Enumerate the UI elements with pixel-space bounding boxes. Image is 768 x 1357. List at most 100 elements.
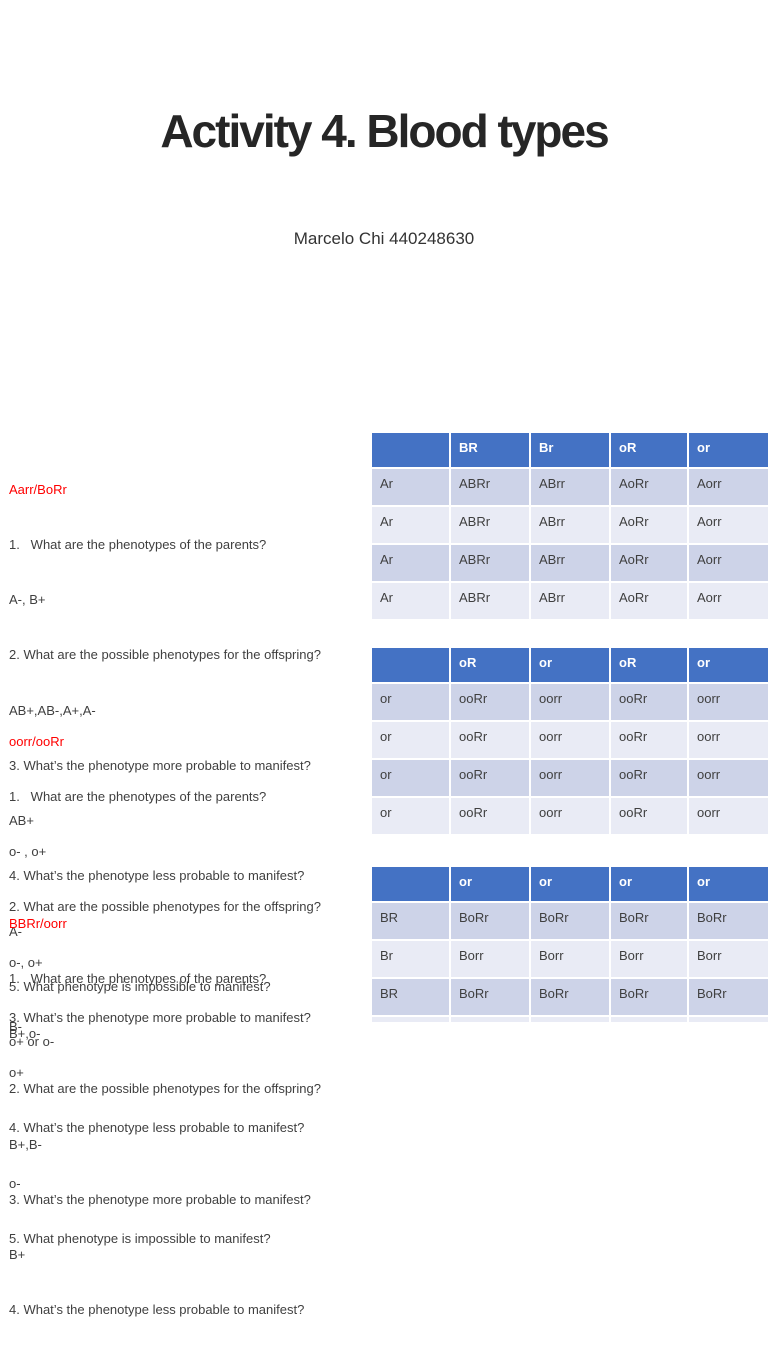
table-cell: ooRr <box>451 760 531 798</box>
table-cell: or <box>372 760 451 798</box>
table-cell: ABrr <box>531 545 611 583</box>
table-cell: BoRr <box>689 979 768 1017</box>
question-line: 4. What’s the phenotype less probable to… <box>9 1302 305 1318</box>
table-header-cell: or <box>689 433 768 469</box>
table-cell: ABrr <box>531 469 611 507</box>
table-header-cell <box>372 433 451 469</box>
section-heading: BBRr/oorr <box>9 915 67 931</box>
question-line: 3. What’s the phenotype more probable to… <box>9 757 311 773</box>
page-subtitle: Marcelo Chi 440248630 <box>293 229 475 248</box>
answer-line: o-, o+ <box>9 954 43 970</box>
table-cell: oorr <box>531 684 611 722</box>
table-cell: Ar <box>372 507 451 545</box>
table-cell: ooRr <box>611 798 689 836</box>
punnett-table-bbrr-oorr: or or or or BR BoRr BoRr BoRr BoRr Br Bo… <box>372 867 768 1024</box>
table-cell-clipped <box>451 1017 531 1024</box>
table-cell: Aorr <box>689 583 768 621</box>
table-cell: oorr <box>531 722 611 760</box>
answer-line: B+,B- <box>9 1136 42 1152</box>
table-cell: ooRr <box>451 684 531 722</box>
table-cell: Borr <box>451 941 531 979</box>
section-heading: Aarr/BoRr <box>9 481 67 497</box>
table-cell-clipped <box>689 1017 768 1024</box>
table-cell: or <box>372 798 451 836</box>
table-cell: AoRr <box>611 545 689 583</box>
section-heading: oorr/ooRr <box>9 733 64 749</box>
table-cell: Aorr <box>689 545 768 583</box>
table-cell: Aorr <box>689 507 768 545</box>
table-cell: ooRr <box>451 722 531 760</box>
table-header-cell: or <box>689 648 768 684</box>
table-cell: BoRr <box>451 903 531 941</box>
table-cell: Borr <box>689 941 768 979</box>
table-cell: ooRr <box>611 760 689 798</box>
question-line: 5. What phenotype is impossible to manif… <box>9 978 271 994</box>
table-cell: oorr <box>689 760 768 798</box>
table-header-cell: or <box>531 867 611 903</box>
table-cell: oorr <box>689 684 768 722</box>
question-line: 3. What’s the phenotype more probable to… <box>9 1191 311 1207</box>
answer-line: B+ <box>9 1247 26 1263</box>
question-line: 4. What’s the phenotype less probable to… <box>9 868 305 884</box>
answer-line: AB+,AB-,A+,A- <box>9 702 96 718</box>
table-header-cell <box>372 648 451 684</box>
table-header-cell: oR <box>451 648 531 684</box>
table-cell: oorr <box>689 722 768 760</box>
clipped-answer-line: B- <box>9 1019 22 1034</box>
table-cell: oorr <box>689 798 768 836</box>
table-cell: Borr <box>611 941 689 979</box>
table-header-cell: oR <box>611 433 689 469</box>
table-header-cell: or <box>689 867 768 903</box>
table-header-cell: Br <box>531 433 611 469</box>
table-cell: ooRr <box>611 722 689 760</box>
table-cell: BoRr <box>531 979 611 1017</box>
table-cell: Aorr <box>689 469 768 507</box>
table-cell: ABrr <box>531 583 611 621</box>
table-cell-clipped <box>531 1017 611 1024</box>
table-cell: BoRr <box>689 903 768 941</box>
table-header-cell: oR <box>611 648 689 684</box>
table-cell: Ar <box>372 469 451 507</box>
table-header-cell <box>372 867 451 903</box>
table-header-cell: or <box>611 867 689 903</box>
answer-line: A- <box>9 923 22 939</box>
answer-line: AB+ <box>9 813 34 829</box>
table-cell: ABRr <box>451 583 531 621</box>
table-cell: BR <box>372 903 451 941</box>
table-cell: ooRr <box>451 798 531 836</box>
table-header-cell: BR <box>451 433 531 469</box>
table-cell: or <box>372 722 451 760</box>
table-cell-clipped <box>611 1017 689 1024</box>
punnett-table-oorr-oorr: oR or oR or or ooRr oorr ooRr oorr or oo… <box>372 648 768 836</box>
question-line: 2. What are the possible phenotypes for … <box>9 899 321 915</box>
question-line: 3. What’s the phenotype more probable to… <box>9 1009 311 1025</box>
table-cell: or <box>372 684 451 722</box>
table-cell: AoRr <box>611 469 689 507</box>
section-bbrr-oorr: BBRr/oorr 1. What are the phenotypes of … <box>9 878 391 1357</box>
answer-line: B+,o- <box>9 1026 41 1042</box>
table-cell: BoRr <box>611 903 689 941</box>
table-cell: ABrr <box>531 507 611 545</box>
punnett-table-aarr-borr: BR Br oR or Ar ABRr ABrr AoRr Aorr Ar AB… <box>372 433 768 621</box>
table-header-cell: or <box>451 867 531 903</box>
question-line: 1. What are the phenotypes of the parent… <box>9 789 267 805</box>
table-cell: BR <box>372 979 451 1017</box>
question-line: 1. What are the phenotypes of the parent… <box>9 537 267 553</box>
table-cell: oorr <box>531 760 611 798</box>
answer-line: A-, B+ <box>9 592 46 608</box>
table-cell: ABRr <box>451 469 531 507</box>
table-cell: ooRr <box>611 684 689 722</box>
table-cell: AoRr <box>611 507 689 545</box>
question-line: 1. What are the phenotypes of the parent… <box>9 971 267 987</box>
page-title: Activity 4. Blood types <box>160 105 609 157</box>
table-cell: oorr <box>531 798 611 836</box>
table-cell: ABRr <box>451 545 531 583</box>
table-cell: Borr <box>531 941 611 979</box>
question-line: 2. What are the possible phenotypes for … <box>9 1081 321 1097</box>
table-cell-clipped <box>372 1017 451 1024</box>
table-cell: BoRr <box>531 903 611 941</box>
table-header-cell: or <box>531 648 611 684</box>
table-cell: ABRr <box>451 507 531 545</box>
document-page: Activity 4. Blood types Marcelo Chi 4402… <box>9 105 768 1317</box>
table-cell: Ar <box>372 545 451 583</box>
